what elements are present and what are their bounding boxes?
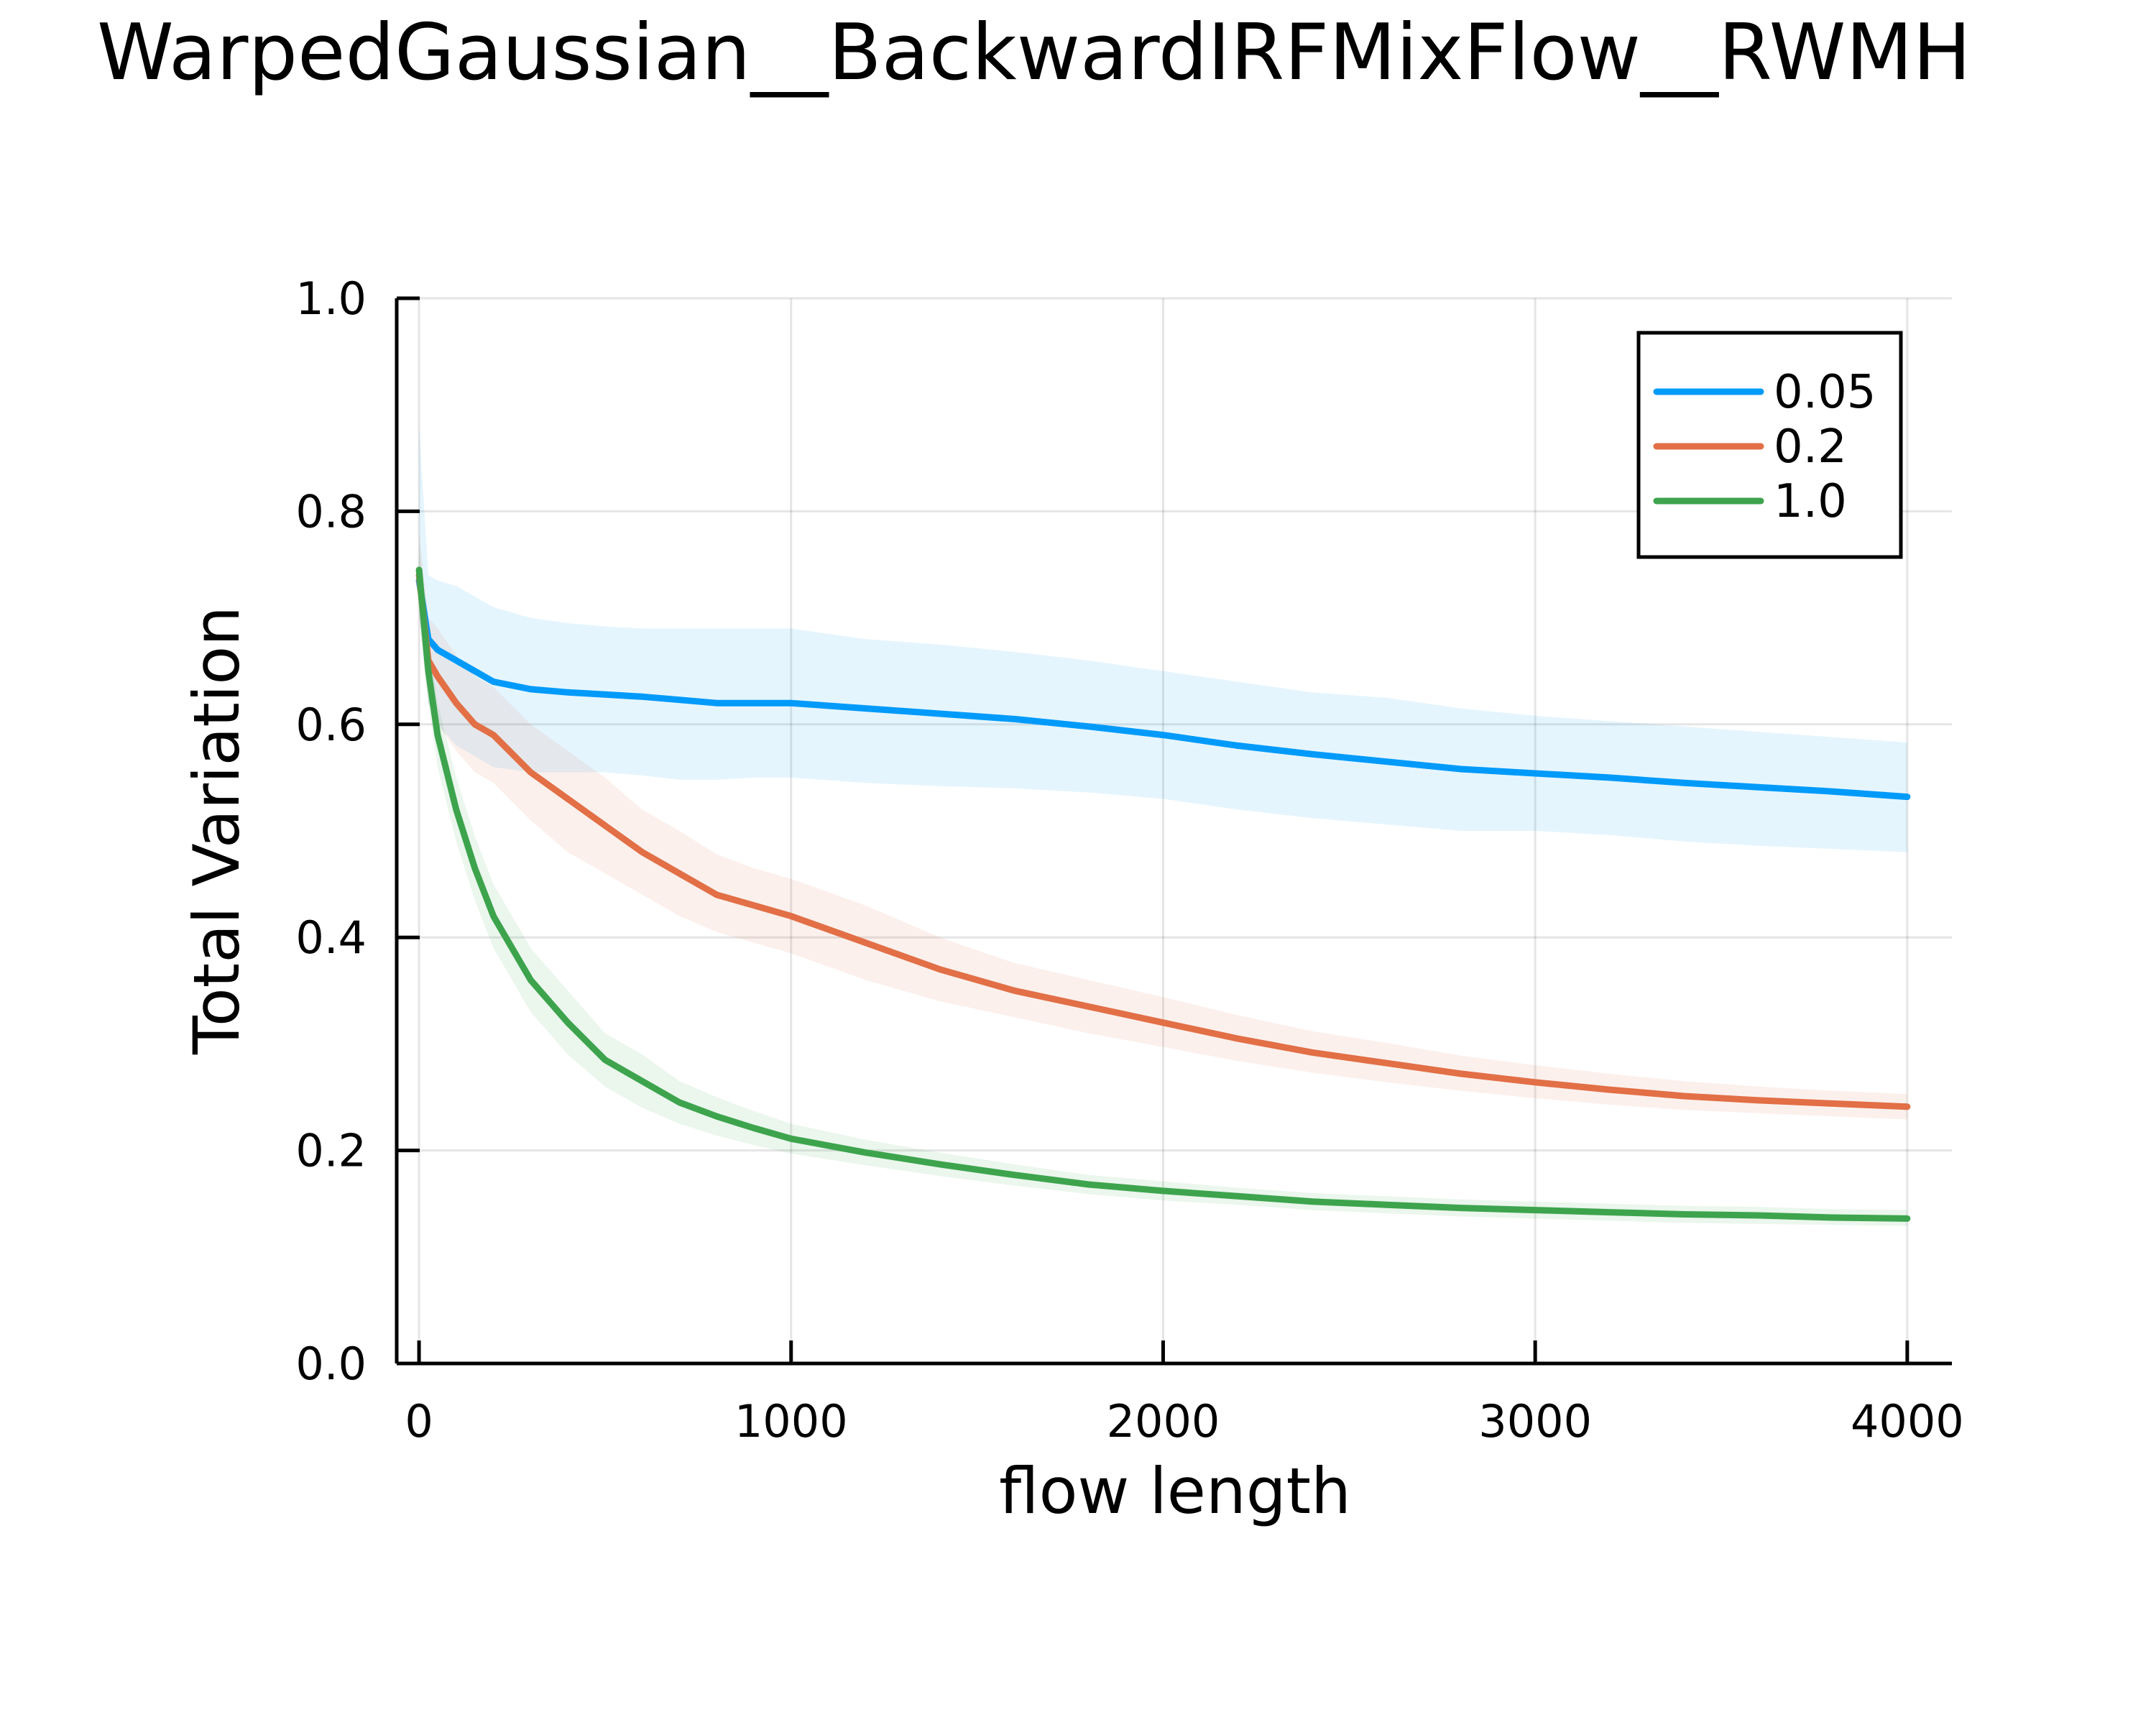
confidence-bands: [419, 426, 1907, 1226]
x-tick-label-0: 0: [405, 1395, 433, 1448]
x-axis-label: flow length: [999, 1454, 1351, 1528]
y-tick-label-1: 0.2: [295, 1125, 367, 1177]
y-tick-label-0: 0.0: [295, 1338, 367, 1390]
series-lines: [415, 566, 1911, 1222]
x-tick-label-1: 1000: [734, 1395, 848, 1448]
y-tick-label-5: 1.0: [295, 272, 367, 325]
legend-label-2: 1.0: [1774, 475, 1847, 528]
legend-label-1: 0.2: [1774, 420, 1847, 474]
y-tick-label-4: 0.8: [295, 485, 367, 538]
y-tick-label-2: 0.4: [295, 911, 367, 964]
y-tick-label-3: 0.6: [295, 699, 367, 751]
chart-title: WarpedGaussian__BackwardIRFMixFlow__RWMH: [97, 8, 1971, 98]
y-axis-label: Total Variation: [180, 606, 254, 1055]
tick-labels: 0 1000 2000 3000 4000 0.0 0.2 0.4 0.6 0.8 1.0: [295, 272, 1963, 1448]
legend: 0.050.21.0: [1636, 331, 1903, 559]
x-tick-label-4: 4000: [1851, 1395, 1964, 1448]
line-series-1: [415, 571, 1911, 1110]
band-series-1: [419, 533, 1907, 1120]
x-tick-label-2: 2000: [1107, 1395, 1220, 1448]
line-series-2: [415, 566, 1911, 1222]
axes: [395, 296, 1952, 1366]
x-tick-label-3: 3000: [1478, 1395, 1592, 1448]
legend-label-0: 0.05: [1774, 366, 1876, 419]
band-series-0: [419, 426, 1907, 852]
line-series-0: [415, 577, 1911, 801]
